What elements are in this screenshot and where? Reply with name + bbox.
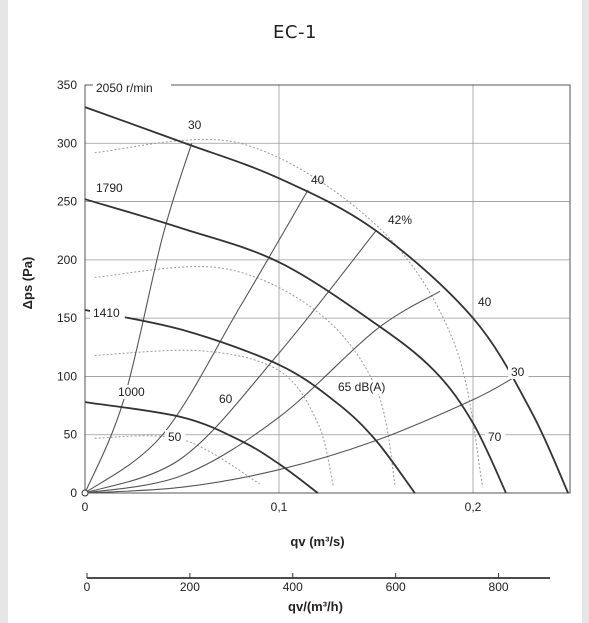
x-tick-label: 0,1 [271,500,288,514]
curve-label: 42% [388,213,412,227]
curve-label: 70 [488,430,502,444]
efficiency-curve-7 [84,290,441,494]
secondary-axis-title: qv/(m³/h) [288,599,343,614]
y-tick-label: 250 [57,195,77,209]
label-bg [165,430,186,444]
curve-label: 65 dB(A) [338,380,385,394]
secondary-tick-label: 0 [84,580,91,594]
x-tick-label: 0,2 [465,500,482,514]
y-axis-title: Δps (Pa) [20,257,35,310]
x-axis-title: qv (m³/s) [290,534,344,549]
curve-label: 1000 [118,385,145,399]
plot-frame [84,84,571,494]
noise-curve-11 [94,266,396,488]
secondary-tick-label: 600 [386,580,406,594]
curve-label: 30 [511,365,525,379]
curve-label: 40 [311,173,325,187]
y-tick-label: 300 [57,136,77,150]
efficiency-curve-6 [84,230,377,494]
curve-label: 2050 r/min [96,81,153,95]
label-bg [93,181,128,195]
x-tick-label: 0 [82,500,89,514]
secondary-tick-label: 400 [283,580,303,594]
curve-label: 40 [478,295,492,309]
y-tick-label: 100 [57,369,77,383]
label-bg [335,380,399,394]
secondary-tick-label: 800 [489,580,509,594]
curve-label: 1790 [96,181,123,195]
curve-label: 50 [168,430,182,444]
y-tick-label: 200 [57,253,77,267]
label-bg [115,385,150,399]
label-bg [90,306,125,320]
y-tick-label: 350 [57,78,77,92]
y-tick-label: 150 [57,311,77,325]
chart-title: EC-1 [273,22,317,43]
speed-curve-0 [84,106,569,494]
secondary-tick-label: 200 [180,580,200,594]
efficiency-curve-4 [84,143,193,494]
y-tick-label: 0 [70,486,77,500]
y-tick-label: 50 [64,428,78,442]
label-bg [508,365,529,379]
noise-curve-9 [94,435,260,485]
chart-panel: EC-1 0 50 100 150 200 250 300 350 0 0,1 0,2 2050 r/… [8,0,582,623]
speed-curve-2 [84,309,416,494]
curve-label: 60 [219,392,233,406]
speed-curve-3 [84,401,319,494]
label-bg [485,430,506,444]
origin-marker [81,489,89,497]
curve-label: 1410 [93,306,120,320]
curve-label: 30 [188,118,202,132]
efficiency-curve-5 [84,189,309,494]
label-bg [93,81,171,95]
speed-curve-1 [84,198,507,494]
efficiency-curve-8 [84,378,513,494]
noise-curve-10 [94,349,334,487]
